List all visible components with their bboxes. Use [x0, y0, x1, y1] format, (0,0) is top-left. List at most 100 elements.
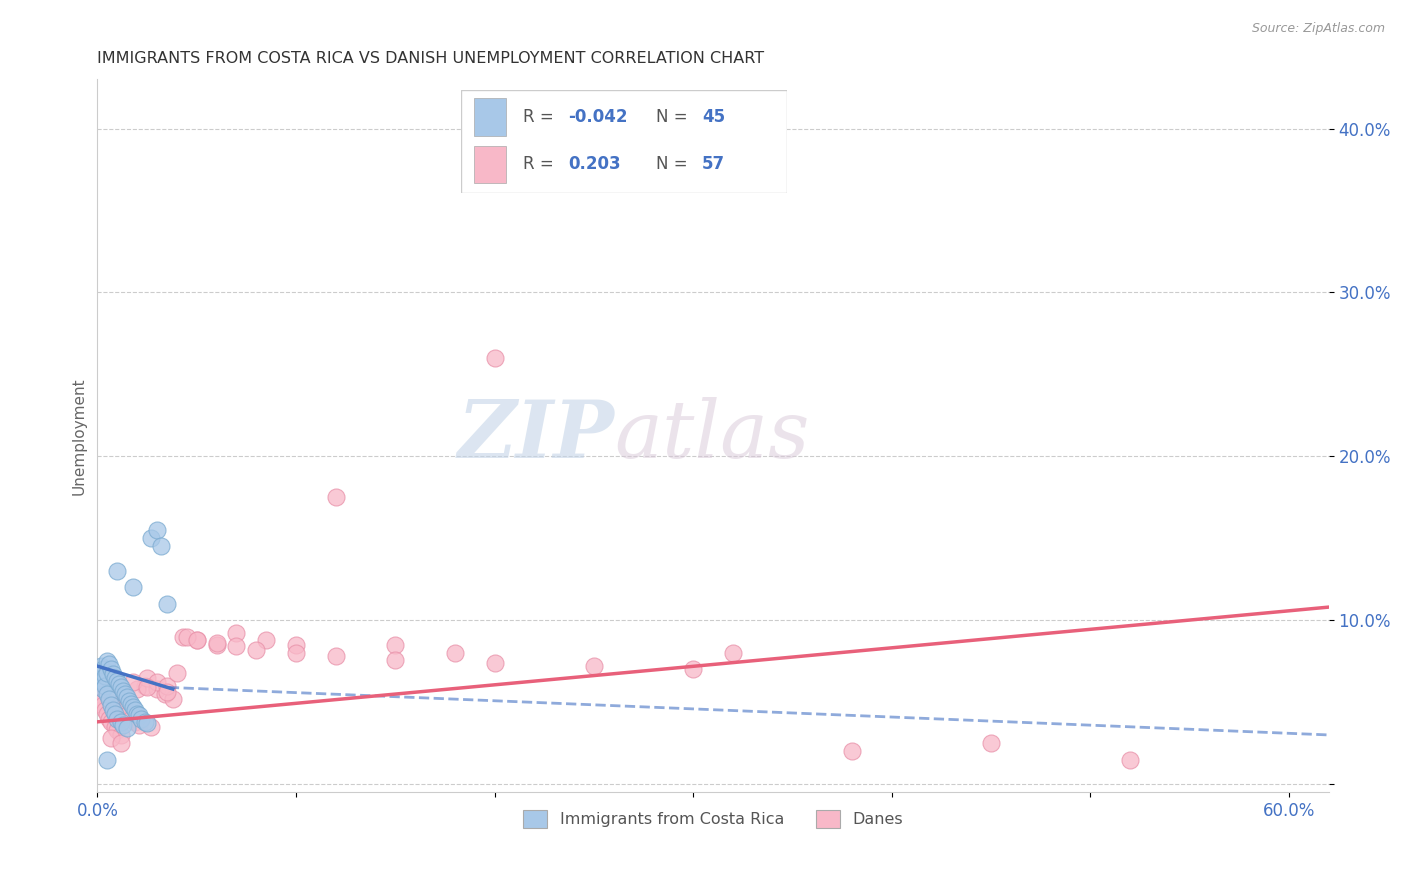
Point [384, 652, 406, 666]
Point [108, 698, 131, 713]
Point [225, 640, 247, 654]
Point [582, 659, 605, 673]
Point [100, 714, 122, 729]
Point [105, 564, 128, 578]
Point [94, 669, 117, 683]
Point [134, 679, 156, 693]
Point [100, 662, 122, 676]
Point [100, 698, 122, 713]
Point [153, 687, 176, 701]
Point [105, 723, 128, 737]
Point [205, 636, 228, 650]
Point [176, 630, 198, 644]
Point [325, 490, 347, 504]
Point [110, 714, 132, 729]
Point [90, 671, 112, 685]
Point [96, 687, 118, 701]
Point [172, 630, 194, 644]
Point [104, 671, 127, 685]
Point [285, 638, 308, 652]
Point [90, 695, 112, 709]
Point [103, 692, 125, 706]
Point [139, 531, 162, 545]
Point [110, 736, 132, 750]
Point [721, 646, 744, 660]
Point [89, 687, 111, 701]
Point [125, 706, 148, 721]
Point [91, 673, 114, 688]
Point [285, 646, 308, 660]
Point [146, 675, 169, 690]
Point [105, 673, 128, 688]
Point [384, 638, 406, 652]
Text: ZIP: ZIP [458, 397, 614, 475]
Point [94, 679, 117, 693]
Point [104, 720, 127, 734]
Point [129, 712, 152, 726]
Text: Source: ZipAtlas.com: Source: ZipAtlas.com [1251, 22, 1385, 36]
Point [118, 693, 141, 707]
Point [149, 540, 172, 554]
Point [325, 649, 347, 664]
Point [841, 744, 863, 758]
Point [94, 703, 117, 717]
Point [98, 692, 121, 706]
Point [484, 351, 506, 365]
Point [91, 698, 114, 713]
Point [120, 712, 142, 726]
Point [980, 736, 1002, 750]
Point [186, 632, 208, 647]
Point [484, 656, 506, 670]
Point [112, 703, 135, 717]
Point [124, 714, 146, 729]
Point [146, 523, 169, 537]
Point [98, 657, 121, 672]
Point [120, 697, 142, 711]
Point [98, 712, 121, 726]
Point [110, 681, 132, 695]
Point [162, 692, 184, 706]
Point [96, 654, 118, 668]
Point [125, 681, 148, 696]
Point [90, 659, 112, 673]
Point [96, 752, 118, 766]
Y-axis label: Unemployment: Unemployment [72, 377, 86, 495]
Point [96, 706, 118, 721]
Point [225, 626, 247, 640]
Point [156, 597, 179, 611]
Point [139, 720, 162, 734]
Point [105, 712, 128, 726]
Point [682, 662, 704, 676]
Point [156, 679, 179, 693]
Point [186, 632, 208, 647]
Point [115, 722, 138, 736]
Text: IMMIGRANTS FROM COSTA RICA VS DANISH UNEMPLOYMENT CORRELATION CHART: IMMIGRANTS FROM COSTA RICA VS DANISH UNE… [97, 51, 765, 66]
Point [444, 646, 467, 660]
Point [1119, 752, 1142, 766]
Point [100, 731, 122, 746]
Point [115, 708, 138, 723]
Point [205, 638, 228, 652]
Point [166, 665, 188, 680]
Point [146, 681, 169, 696]
Point [122, 581, 145, 595]
Point [112, 718, 135, 732]
Point [110, 728, 132, 742]
Point [103, 703, 125, 717]
Point [103, 667, 125, 681]
Point [104, 706, 127, 721]
Point [128, 708, 150, 723]
Point [91, 662, 114, 676]
Point [136, 681, 159, 695]
Point [124, 703, 146, 717]
Point [91, 681, 114, 696]
Point [89, 665, 111, 680]
Text: atlas: atlas [614, 397, 810, 475]
Point [128, 718, 150, 732]
Point [114, 687, 136, 701]
Point [156, 685, 179, 699]
Point [122, 700, 145, 714]
Point [134, 714, 156, 729]
Point [115, 690, 138, 705]
Point [96, 665, 118, 680]
